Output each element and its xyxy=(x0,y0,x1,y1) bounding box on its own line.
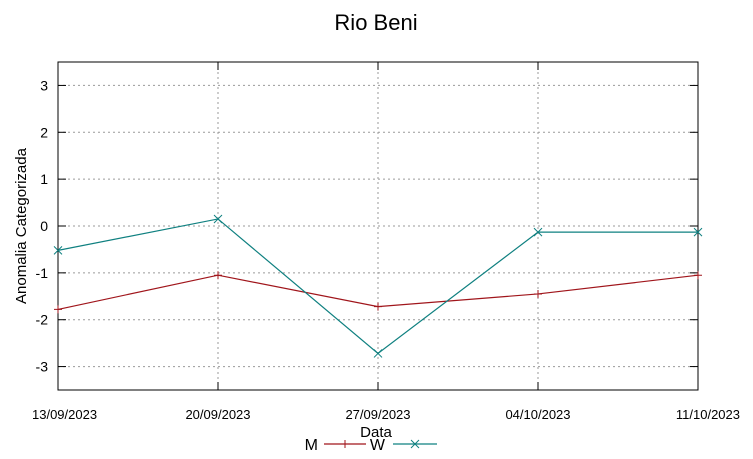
chart-title: Rio Beni xyxy=(334,10,417,35)
x-marker xyxy=(410,439,420,449)
x-marker xyxy=(533,227,543,237)
x-tick-label: 20/09/2023 xyxy=(185,407,250,422)
legend-marker-w xyxy=(410,439,420,449)
y-tick-label: -2 xyxy=(36,312,49,328)
x-tick-label: 04/10/2023 xyxy=(505,407,570,422)
plus-marker xyxy=(374,302,382,311)
y-tick-label: 2 xyxy=(40,124,48,140)
plus-marker xyxy=(694,271,702,280)
x-marker xyxy=(373,349,383,358)
plus-marker xyxy=(214,271,222,280)
y-tick-label: 0 xyxy=(40,218,48,234)
x-marker xyxy=(693,227,703,237)
legend-marker-m xyxy=(341,440,349,448)
legend-label-m: M xyxy=(305,437,318,454)
grid-lines xyxy=(58,62,698,390)
x-marker xyxy=(213,214,223,224)
x-tick-label: 11/10/2023 xyxy=(676,407,740,422)
y-axis-label: Anomalia Categorizada xyxy=(13,147,30,304)
series-group xyxy=(53,214,703,358)
x-marker xyxy=(53,246,63,255)
series-m xyxy=(54,271,702,314)
x-tick-label: 13/09/2023 xyxy=(32,407,97,422)
plus-marker xyxy=(341,440,349,448)
x-tick-label: 27/09/2023 xyxy=(345,407,410,422)
y-axis-ticks: 3 2 1 0 -1 -2 -3 xyxy=(36,77,698,375)
y-tick-label: -1 xyxy=(36,265,49,281)
plus-marker xyxy=(534,289,542,298)
y-tick-label: 3 xyxy=(40,77,48,93)
y-tick-label: -3 xyxy=(36,359,49,375)
legend-label-w: W xyxy=(370,437,386,454)
x-axis-label: Data xyxy=(360,424,392,441)
y-tick-label: 1 xyxy=(40,171,48,187)
series-w xyxy=(53,214,703,358)
x-axis-ticks: 13/09/2023 20/09/2023 27/09/2023 04/10/2023… xyxy=(32,62,740,422)
plus-marker xyxy=(54,305,62,314)
